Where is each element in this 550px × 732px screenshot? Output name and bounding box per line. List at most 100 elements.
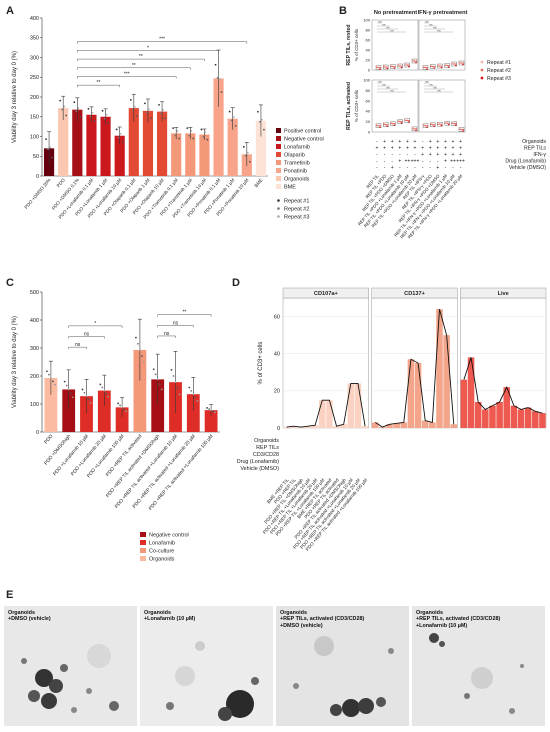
data-point (259, 120, 261, 123)
micrograph-dmso-caption: Organoids +DMSO (vehicle) (8, 610, 51, 623)
legend-swatch (140, 556, 146, 561)
facet-title: CD107a+ (314, 291, 339, 297)
data-point (431, 123, 434, 126)
data-point (164, 117, 166, 120)
significance-label: ns (379, 80, 383, 84)
row-label: REP TILs, rested (346, 24, 352, 65)
y-tick-label: 0 (368, 68, 371, 73)
bar (62, 389, 76, 432)
bar (72, 109, 83, 176)
data-point (93, 119, 96, 122)
data-point (107, 121, 110, 124)
data-point (440, 124, 443, 127)
row-label: REP TILs, activated (346, 82, 352, 130)
data-point (137, 342, 139, 345)
y-axis-label: Viability day 3 relative to day 0 (%) (12, 316, 18, 408)
data-point (383, 122, 386, 125)
significance-label: ns (391, 29, 395, 33)
significance-bracket (77, 41, 248, 44)
bar (171, 133, 182, 176)
data-point (220, 91, 223, 93)
y-tick-label: 20 (366, 119, 371, 124)
data-point (135, 336, 137, 339)
data-point (431, 65, 434, 68)
legend-swatch (140, 540, 146, 545)
trend-line (463, 357, 543, 414)
factor-sign: - (429, 159, 431, 165)
micrograph-tils-lonafarnib-image (412, 606, 545, 726)
panel-letter-d: D (232, 277, 240, 289)
data-point (376, 65, 378, 67)
factor-sign: - (376, 139, 378, 145)
legend-label: Olaparib (284, 153, 305, 159)
data-point (430, 64, 433, 66)
factor-sign: - (422, 139, 424, 145)
legend-marker (480, 60, 484, 64)
data-point (444, 120, 447, 123)
caption-line: +Lonafarnib (10 µM) (144, 616, 196, 623)
legend-label: Repeat #2 (284, 207, 309, 213)
factor-row-label: Vehicle (DMSO) (509, 165, 546, 171)
data-point (397, 119, 400, 121)
factor-sign: + (459, 139, 462, 145)
data-point (196, 400, 199, 402)
data-point (176, 130, 179, 132)
y-axis-label: % of CD3+ cells (354, 89, 359, 122)
bar (213, 78, 224, 176)
legend-label: BME (284, 185, 296, 191)
data-point (447, 66, 450, 68)
legend-swatch (276, 136, 281, 141)
micrograph-lonafarnib-image (140, 606, 273, 726)
significance-label: ns (383, 83, 387, 87)
caption-line: Organoids (280, 610, 307, 616)
data-point (158, 383, 161, 386)
bar (347, 383, 355, 428)
data-point (379, 126, 381, 129)
factor-sign: - (414, 152, 416, 158)
factor-sign: + (414, 139, 417, 145)
data-point (405, 118, 407, 120)
significance-label: ns (434, 26, 438, 30)
data-point (119, 132, 122, 135)
data-point (430, 122, 433, 125)
data-point (65, 114, 68, 117)
bar (333, 426, 340, 428)
bar (44, 377, 58, 432)
data-point (433, 67, 436, 69)
data-point (455, 64, 457, 67)
factor-sign: + (429, 139, 432, 145)
factor-sign: + (391, 139, 394, 145)
panel-letter-e: E (6, 589, 13, 601)
significance-bracket (157, 335, 176, 338)
y-tick-label: 80 (366, 28, 371, 33)
significance-label: ** (139, 54, 143, 60)
data-point (455, 124, 457, 126)
significance-label: ns (75, 342, 81, 348)
data-point (377, 124, 380, 127)
bar (539, 413, 546, 428)
data-point (446, 122, 448, 124)
x-tick-label: PDO +REP TIL activated (105, 433, 144, 478)
micrograph-tils-lonafarnib: Organoids +REP TILs, activated (CD3/CD28… (412, 606, 545, 726)
data-point (69, 392, 72, 395)
bar (510, 405, 518, 428)
legend-label: Lonafarnib (284, 145, 310, 151)
panel-letter-b: B (339, 5, 347, 17)
data-point (150, 117, 152, 120)
significance-label: ** (182, 310, 186, 316)
data-point (174, 134, 177, 137)
legend-label: Ponatinib (284, 169, 307, 175)
legend-label: Repeat #1 (487, 60, 511, 66)
legend-swatch (276, 168, 281, 173)
data-point (212, 410, 215, 413)
factor-sign: - (407, 165, 409, 171)
micrograph-dmso-image (4, 606, 137, 726)
data-point (200, 128, 203, 131)
legend-marker (480, 76, 484, 80)
data-point (230, 119, 233, 122)
data-point (232, 116, 235, 119)
y-tick-label: 200 (30, 374, 39, 380)
bar (532, 411, 539, 428)
bar (128, 108, 139, 176)
factor-row-label: REP TILs (256, 445, 279, 451)
